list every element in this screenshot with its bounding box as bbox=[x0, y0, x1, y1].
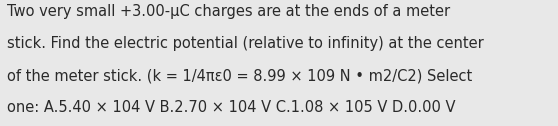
Text: Two very small +3.00-μC charges are at the ends of a meter: Two very small +3.00-μC charges are at t… bbox=[7, 4, 450, 19]
Text: stick. Find the electric potential (relative to infinity) at the center: stick. Find the electric potential (rela… bbox=[7, 36, 483, 51]
Text: one: A.5.40 × 104 V B.2.70 × 104 V C.1.08 × 105 V D.0.00 V: one: A.5.40 × 104 V B.2.70 × 104 V C.1.0… bbox=[7, 100, 455, 115]
Text: of the meter stick. (k = 1/4πε0 = 8.99 × 109 N • m2/C2) Select: of the meter stick. (k = 1/4πε0 = 8.99 ×… bbox=[7, 68, 472, 83]
